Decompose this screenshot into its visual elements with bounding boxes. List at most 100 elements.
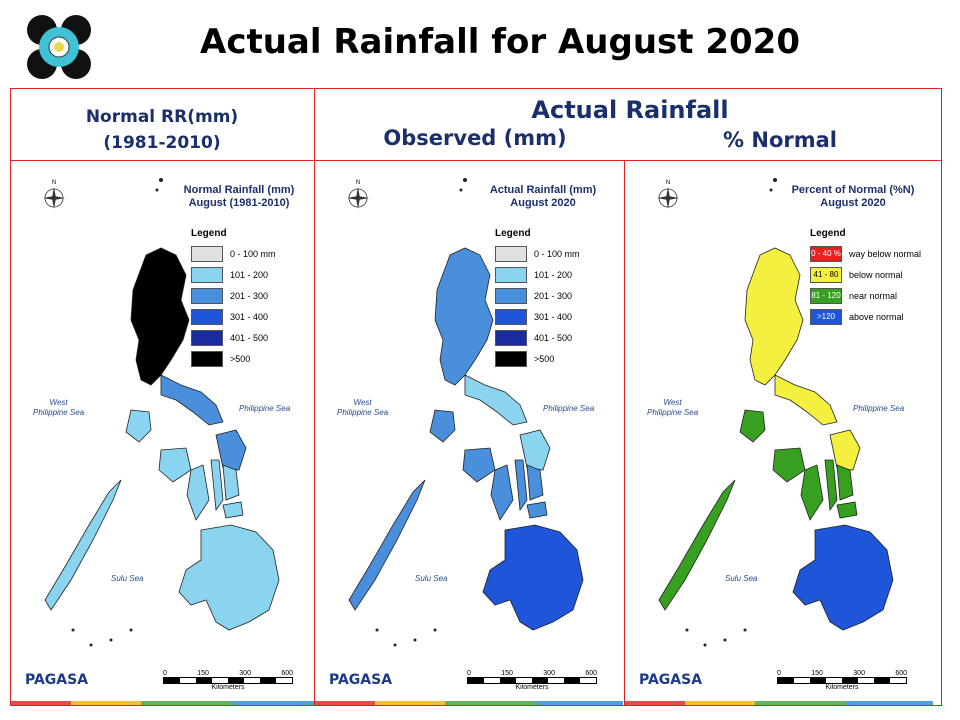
scale-label: 150 <box>811 670 823 677</box>
legend-label: 301 - 400 <box>230 311 269 322</box>
scale-bar: 0 150 300 600 Kilometers <box>777 670 907 691</box>
map-panel-normal: N Normal Rainfall (mm) August (1981-2010… <box>11 160 314 705</box>
legend-label: 101 - 200 <box>534 269 573 280</box>
legend-item: 401 - 500 <box>191 327 276 348</box>
legend-swatch <box>191 308 223 325</box>
footer-stripe <box>535 701 623 705</box>
footer-stripe <box>445 701 535 705</box>
sea-label-west-philippine-sea: West Philippine Sea <box>647 398 699 417</box>
legend-swatch <box>495 266 527 283</box>
legend-item: 201 - 300 <box>191 285 276 306</box>
footer-stripe <box>11 701 71 705</box>
map-panel-observed: N Actual Rainfall (mm) August 2020 Legen… <box>315 160 624 705</box>
scale-label: 300 <box>853 670 865 677</box>
sea-label-sulu-sea: Sulu Sea <box>111 574 144 583</box>
legend-title: Legend <box>191 228 227 239</box>
scale-bar: 0 150 300 600 Kilometers <box>467 670 597 691</box>
footer-stripe <box>625 701 685 705</box>
scale-label: 0 <box>467 670 471 677</box>
svg-text:N: N <box>666 180 670 186</box>
map-panel-percent: N Percent of Normal (%N) August 2020 Leg… <box>625 160 941 705</box>
sea-label-sulu-sea: Sulu Sea <box>725 574 758 583</box>
legend-item: 201 - 300 <box>495 285 580 306</box>
legend-item: 0 - 100 mm <box>191 243 276 264</box>
philippines-map <box>348 178 584 647</box>
sea-label-philippine-sea: Philippine Sea <box>543 404 595 413</box>
footer-stripe <box>755 701 845 705</box>
footer-stripe <box>685 701 755 705</box>
scale-label: 150 <box>197 670 209 677</box>
divider <box>624 160 625 706</box>
legend-label: way below normal <box>849 248 922 259</box>
legend-swatch: 41 - 80 <box>810 266 842 283</box>
legend-swatch <box>191 329 223 346</box>
svg-text:N: N <box>52 180 56 186</box>
legend-label: 401 - 500 <box>230 332 269 343</box>
normal-header: Normal RR(mm) (1981-2010) <box>85 107 239 153</box>
legend-item: >500 <box>495 348 580 369</box>
scale-label: 600 <box>281 670 293 677</box>
actual-rainfall-header: Actual Rainfall <box>531 96 729 124</box>
svg-text:N: N <box>356 180 360 186</box>
philippines-map <box>658 178 894 647</box>
legend-item: 401 - 500 <box>495 327 580 348</box>
map-title: Actual Rainfall (mm) August 2020 <box>489 184 597 209</box>
footer-stripe <box>71 701 141 705</box>
legend-item: 301 - 400 <box>495 306 580 327</box>
pagasa-logo-text: PAGASA <box>25 672 89 688</box>
legend-swatch: 81 - 120 <box>810 287 842 304</box>
scale-label: 600 <box>895 670 907 677</box>
legend: Legend 0 - 40 % way below normal 41 - 80 be… <box>810 228 921 327</box>
map-title: Percent of Normal (%N) August 2020 <box>791 184 915 209</box>
legend-swatch <box>191 287 223 304</box>
page-title: Actual Rainfall for August 2020 <box>200 22 800 62</box>
footer-stripe <box>231 701 314 705</box>
legend-label: >500 <box>230 353 251 364</box>
legend-title: Legend <box>495 228 531 239</box>
legend-label: above normal <box>849 311 904 322</box>
scale-label: 0 <box>777 670 781 677</box>
legend-item: >500 <box>191 348 276 369</box>
legend-swatch <box>495 245 527 262</box>
legend-swatch <box>495 287 527 304</box>
sea-label-west-philippine-sea: West Philippine Sea <box>33 398 85 417</box>
scale-label: 150 <box>501 670 513 677</box>
scale-label: 300 <box>239 670 251 677</box>
footer-stripe <box>845 701 933 705</box>
legend-swatch: >120 <box>810 308 842 325</box>
compass-rose-icon: N <box>347 180 369 209</box>
legend-swatch <box>191 266 223 283</box>
legend-swatch <box>191 245 223 262</box>
legend: Legend 0 - 100 mm 101 - 200 201 - 300 301 -… <box>191 228 276 369</box>
legend-item: 301 - 400 <box>191 306 276 327</box>
legend-swatch <box>191 350 223 367</box>
legend-item: >120 above normal <box>810 306 921 327</box>
philippines-map <box>44 178 280 647</box>
legend-label: 301 - 400 <box>534 311 573 322</box>
pagasa-logo-text: PAGASA <box>329 672 393 688</box>
pagasa-logo-icon <box>27 15 91 79</box>
legend-item: 41 - 80 below normal <box>810 264 921 285</box>
sea-label-philippine-sea: Philippine Sea <box>239 404 291 413</box>
scale-label: 0 <box>163 670 167 677</box>
sea-label-philippine-sea: Philippine Sea <box>853 404 905 413</box>
legend-label: >500 <box>534 353 555 364</box>
content-frame <box>10 88 942 706</box>
legend-label: 401 - 500 <box>534 332 573 343</box>
footer-stripe <box>375 701 445 705</box>
legend-item: 0 - 40 % way below normal <box>810 243 921 264</box>
compass-rose-icon: N <box>43 180 65 209</box>
footer-stripe <box>315 701 375 705</box>
legend-swatch <box>495 329 527 346</box>
legend-label: 0 - 100 mm <box>534 248 580 259</box>
legend-title: Legend <box>810 228 846 239</box>
divider <box>314 88 315 706</box>
legend-item: 81 - 120 near normal <box>810 285 921 306</box>
pagasa-logo-text: PAGASA <box>639 672 703 688</box>
legend: Legend 0 - 100 mm 101 - 200 201 - 300 301 -… <box>495 228 580 369</box>
sea-label-sulu-sea: Sulu Sea <box>415 574 448 583</box>
legend-item: 0 - 100 mm <box>495 243 580 264</box>
legend-item: 101 - 200 <box>191 264 276 285</box>
scale-label: 600 <box>585 670 597 677</box>
legend-label: 201 - 300 <box>230 290 269 301</box>
